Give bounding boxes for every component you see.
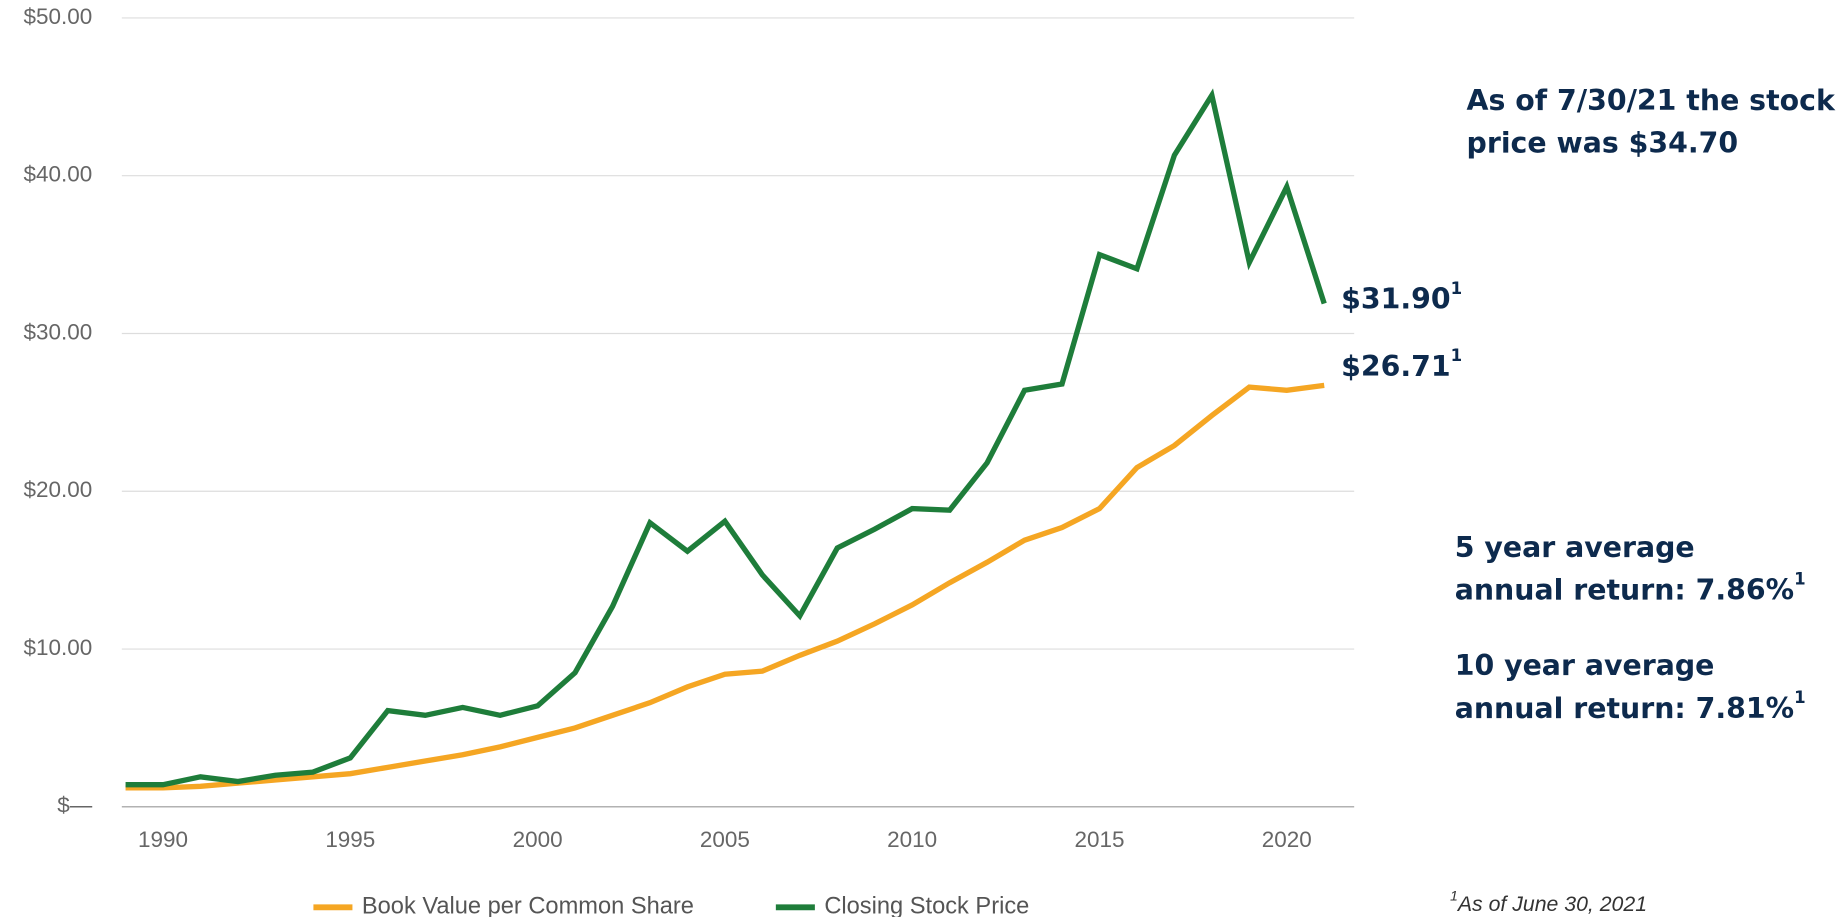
legend-label: Book Value per Common Share (362, 894, 694, 917)
series-line (125, 382, 1325, 791)
y-tick-label: $20.00 (24, 477, 93, 502)
x-tick-label: 2020 (1262, 827, 1312, 852)
annotation-text: annual return: 7.81% (1455, 692, 1794, 725)
footnote-superscript: 1 (1450, 888, 1458, 904)
annotation-text: As of 7/30/21 the stock (1467, 84, 1836, 117)
annotation-text: price was $34.70 (1467, 126, 1739, 159)
x-tick-label: 1995 (325, 827, 375, 852)
annotation-text: $31.90 (1341, 283, 1450, 316)
annotation: price was $34.70 (1467, 126, 1739, 159)
annotation-text: 5 year average (1455, 531, 1695, 564)
annotation-superscript: 1 (1451, 278, 1463, 297)
annotation-superscript: 1 (1794, 569, 1806, 588)
footnote: 1As of June 30, 2021 (1450, 888, 1647, 915)
y-tick-label: $10.00 (24, 635, 93, 660)
annotation: annual return: 7.81%1 (1455, 687, 1806, 724)
annotation: $31.901 (1341, 278, 1462, 315)
annotation: $26.711 (1341, 346, 1462, 383)
footnote-text: As of June 30, 2021 (1456, 892, 1647, 916)
series-line (125, 88, 1327, 788)
y-tick-label: $— (57, 793, 92, 818)
annotation-superscript: 1 (1451, 346, 1463, 365)
x-tick-label: 2010 (887, 827, 937, 852)
x-tick-label: 1990 (138, 827, 188, 852)
annotation: annual return: 7.86%1 (1455, 569, 1806, 606)
y-tick-label: $50.00 (24, 4, 93, 29)
y-tick-label: $30.00 (24, 319, 93, 344)
annotation-superscript: 1 (1794, 687, 1806, 706)
legend-label: Closing Stock Price (824, 894, 1029, 917)
annotation-text: annual return: 7.86% (1455, 574, 1794, 607)
y-tick-label: $40.00 (24, 162, 93, 187)
annotation-text: 10 year average (1455, 649, 1715, 682)
x-tick-label: 2015 (1074, 827, 1124, 852)
annotation: 5 year average (1455, 531, 1695, 564)
annotation: 10 year average (1455, 649, 1715, 682)
annotation-text: $26.71 (1341, 350, 1450, 383)
x-tick-label: 2000 (513, 827, 563, 852)
annotation: As of 7/30/21 the stock (1467, 84, 1836, 117)
x-tick-label: 2005 (700, 827, 750, 852)
